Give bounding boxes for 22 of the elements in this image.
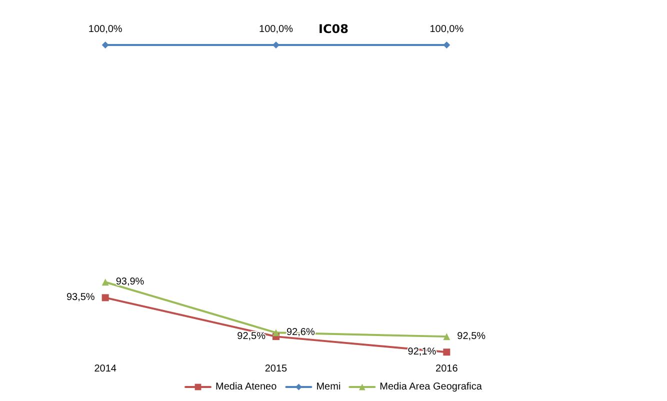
point [272,329,280,336]
data-label: 100,0% [430,24,464,35]
data-label: 93,9% [116,276,144,288]
point [102,294,109,302]
data-label: 93,5% [66,292,95,304]
data-label: 100,0% [259,24,294,35]
x-tick-label: 2014 [94,364,117,374]
data-label: 92,5% [237,331,266,342]
point [102,278,109,286]
x-tick-label: 2016 [436,364,458,374]
point [443,42,450,48]
legend-label: Memi [316,382,341,392]
point [443,333,450,340]
legend-label: Media Ateneo [216,382,278,392]
chart-title: IC08 [318,22,348,36]
x-tick-label: 2015 [264,364,288,374]
data-label: 100,0% [88,24,122,35]
point [102,42,109,48]
point [272,42,280,48]
data-label: 92,5% [457,331,486,342]
point [443,348,450,356]
legend-label: Media Area Geografica [380,382,482,392]
